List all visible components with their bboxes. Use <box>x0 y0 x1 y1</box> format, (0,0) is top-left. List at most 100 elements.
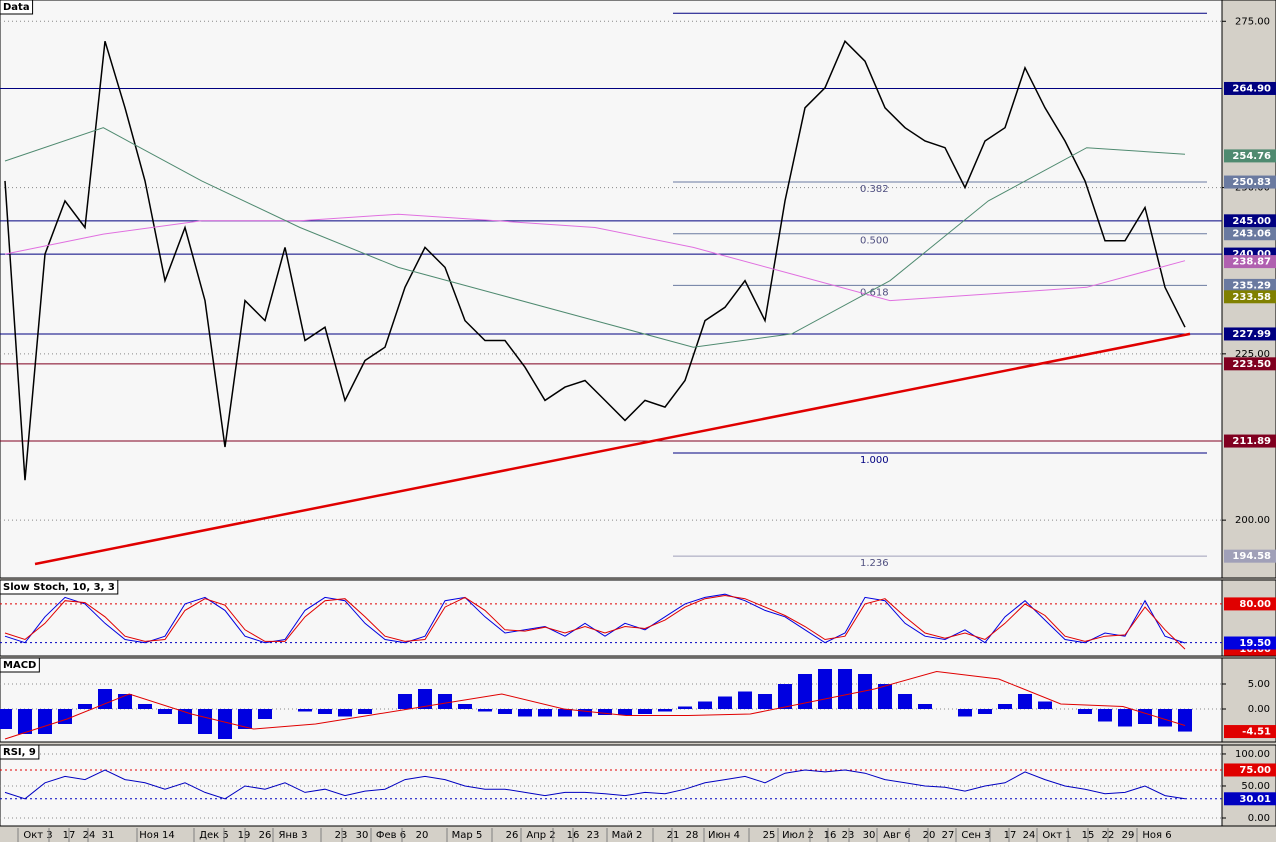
panel-title-text: Data <box>3 2 30 13</box>
histogram-bar <box>338 709 352 717</box>
x-tick-label: Дек 5 <box>199 830 229 841</box>
histogram-bar <box>458 704 472 709</box>
histogram-bar <box>438 694 452 709</box>
x-tick-label: 26 <box>259 830 272 841</box>
fib-label: 0.382 <box>860 184 889 195</box>
panel-title-text: MACD <box>3 660 36 671</box>
x-tick-label: Апр 2 <box>526 830 555 841</box>
x-tick-label: Окт 3 <box>23 830 52 841</box>
level-label: 240.00 <box>1232 249 1271 260</box>
panel <box>0 579 1223 657</box>
y-tick-label: 50.00 <box>1241 781 1270 792</box>
x-tick-label: 24 <box>83 830 96 841</box>
histogram-bar <box>118 694 132 709</box>
histogram-bar <box>318 709 332 714</box>
level-label: 80.00 <box>1239 599 1271 610</box>
histogram-bar <box>138 704 152 709</box>
level-label: 194.58 <box>1232 551 1271 562</box>
panel-title-box <box>0 0 34 15</box>
histogram-bar <box>398 694 412 709</box>
x-tick-label: Ноя 14 <box>139 830 175 841</box>
series-line <box>4 769 1186 800</box>
series-line <box>4 127 1186 348</box>
series-line <box>4 39 1186 481</box>
y-tick-label: 100.00 <box>1235 749 1270 760</box>
histogram-bar <box>1018 694 1032 709</box>
series-line <box>4 594 1186 650</box>
level-label: 211.89 <box>1232 436 1271 447</box>
histogram-bar <box>1178 709 1192 732</box>
x-tick-label: Сен 3 <box>961 830 990 841</box>
x-tick-label: 16 <box>824 830 837 841</box>
y-tick-label: 225.00 <box>1235 349 1270 360</box>
panel-title-box <box>0 744 40 760</box>
x-tick-label: 24 <box>1023 830 1036 841</box>
level-box <box>1224 227 1276 241</box>
x-tick-label: 23 <box>587 830 600 841</box>
x-tick-label: Июн 4 <box>708 830 740 841</box>
level-box <box>1224 357 1276 371</box>
level-label: 254.76 <box>1232 151 1271 162</box>
panel-title: MACD <box>0 657 40 673</box>
histogram-bar <box>1098 709 1112 722</box>
level-box <box>1224 255 1276 269</box>
level-box <box>1224 763 1276 777</box>
level-box <box>1224 290 1276 304</box>
histogram-bar <box>638 709 652 714</box>
trend-line <box>34 332 1191 566</box>
histogram-bar <box>98 689 112 709</box>
level-label: 245.00 <box>1232 216 1271 227</box>
histogram-bar <box>538 709 552 717</box>
x-tick-label: Окт 1 <box>1042 830 1071 841</box>
panel-title-box <box>0 657 40 673</box>
x-tick-label: 25 <box>763 830 776 841</box>
x-tick-label: 28 <box>686 830 699 841</box>
panel-title-text: RSI, 9 <box>3 747 36 758</box>
level-label: 243.06 <box>1232 229 1271 240</box>
x-tick-label: 29 <box>1122 830 1135 841</box>
histogram-bar <box>878 684 892 709</box>
level-box <box>1224 175 1276 189</box>
axis-panel <box>1221 744 1276 827</box>
level-box <box>1224 327 1276 341</box>
histogram-bar <box>918 704 932 709</box>
level-box <box>1224 792 1276 806</box>
series-line <box>4 213 1186 302</box>
y-tick-label: 0.00 <box>1248 704 1270 715</box>
histogram-bar <box>578 709 592 717</box>
fib-label: 1.236 <box>860 558 889 569</box>
panel-title-text: Slow Stoch, 10, 3, 3 <box>3 582 115 593</box>
histogram-bar <box>358 709 372 714</box>
y-tick-label: 5.00 <box>1248 679 1270 690</box>
histogram-bar <box>238 709 252 729</box>
level-box <box>1224 81 1276 95</box>
histogram-bar <box>618 709 632 715</box>
histogram-bar <box>718 696 732 709</box>
panel-title: RSI, 9 <box>0 744 40 760</box>
histogram-bar <box>78 704 92 709</box>
level-label: 233.58 <box>1232 292 1271 303</box>
level-label: 10.00 <box>1239 644 1271 655</box>
histogram-bar <box>298 709 312 712</box>
histogram-bar <box>818 669 832 709</box>
histogram-bar <box>1138 709 1152 724</box>
histogram-bar <box>258 709 272 719</box>
y-tick-label: 200.00 <box>1235 515 1270 526</box>
histogram-bar <box>558 709 572 717</box>
histogram-bar <box>1038 701 1052 709</box>
fib-label: 0.618 <box>860 287 889 298</box>
histogram-bar <box>978 709 992 714</box>
histogram-bar <box>58 709 72 724</box>
histogram-bar <box>0 709 12 729</box>
level-label: -4.51 <box>1242 727 1271 738</box>
level-label: 75.00 <box>1239 765 1271 776</box>
x-tick-label: Май 2 <box>612 830 643 841</box>
histogram-bar <box>998 704 1012 709</box>
level-box <box>1224 434 1276 448</box>
level-label: 250.83 <box>1232 177 1271 188</box>
x-tick-label: 27 <box>942 830 955 841</box>
x-tick-label: 31 <box>102 830 115 841</box>
panel-title: Data <box>0 0 34 15</box>
x-tick-label: Мар 5 <box>452 830 483 841</box>
level-box <box>1224 549 1276 563</box>
